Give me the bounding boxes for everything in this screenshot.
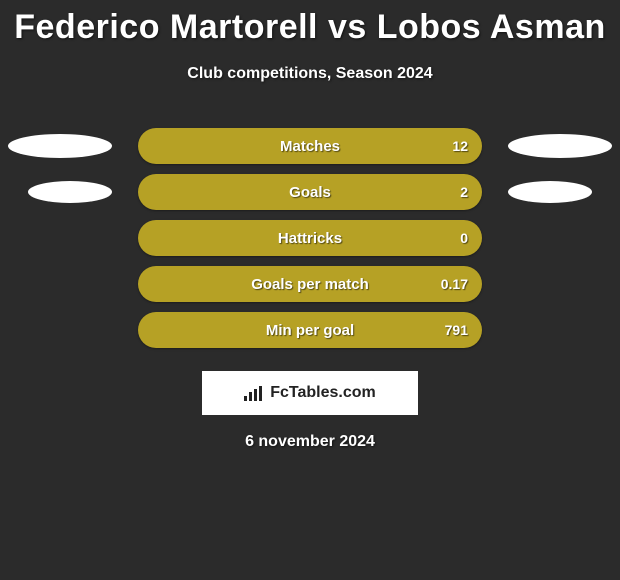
stat-row: Hattricks 0 (0, 215, 620, 261)
stats-chart: Matches 12 Goals 2 Hattricks 0 Goals per… (0, 123, 620, 353)
stat-label: Min per goal (266, 322, 354, 339)
stat-label: Hattricks (278, 230, 342, 247)
stat-row: Goals per match 0.17 (0, 261, 620, 307)
stat-row: Min per goal 791 (0, 307, 620, 353)
stat-label: Goals (289, 184, 331, 201)
stat-bar-goals: Goals 2 (138, 174, 482, 210)
right-marker-ellipse (508, 181, 592, 203)
fctables-logo[interactable]: FcTables.com (202, 371, 418, 415)
right-marker-ellipse (508, 134, 612, 158)
stat-label: Goals per match (251, 276, 369, 293)
stat-value: 12 (452, 138, 468, 154)
date-text: 6 november 2024 (0, 433, 620, 451)
left-marker-ellipse (28, 181, 112, 203)
logo-text: FcTables.com (270, 384, 376, 402)
stat-bar-goals-per-match: Goals per match 0.17 (138, 266, 482, 302)
stat-row: Goals 2 (0, 169, 620, 215)
page-title: Federico Martorell vs Lobos Asman (0, 0, 620, 47)
stat-value: 0 (460, 230, 468, 246)
stat-row: Matches 12 (0, 123, 620, 169)
stat-label: Matches (280, 138, 340, 155)
subtitle: Club competitions, Season 2024 (0, 65, 620, 83)
stat-bar-min-per-goal: Min per goal 791 (138, 312, 482, 348)
stat-value: 0.17 (441, 276, 468, 292)
stat-bar-hattricks: Hattricks 0 (138, 220, 482, 256)
stat-value: 791 (445, 322, 468, 338)
stat-bar-matches: Matches 12 (138, 128, 482, 164)
stat-value: 2 (460, 184, 468, 200)
left-marker-ellipse (8, 134, 112, 158)
bar-chart-icon (244, 385, 264, 401)
